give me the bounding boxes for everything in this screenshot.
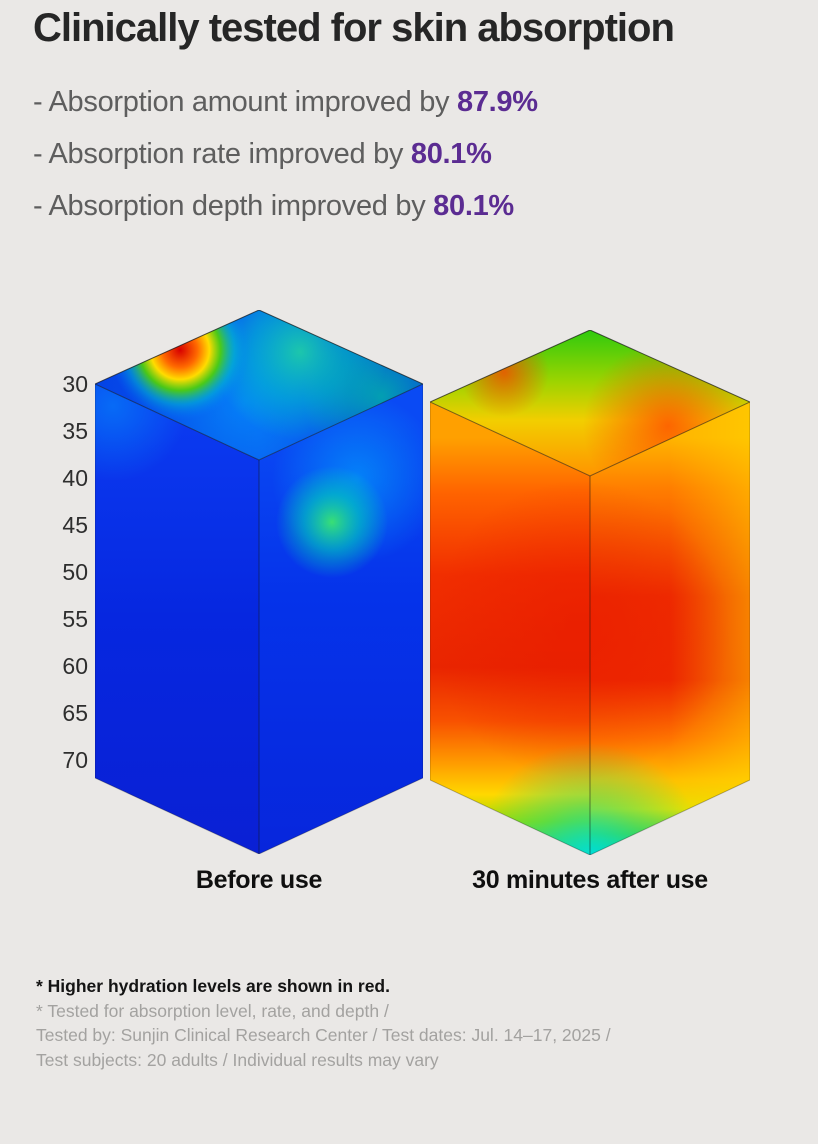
depth-tick: 55 — [62, 606, 88, 632]
before-label: Before use — [195, 866, 323, 894]
benefit-text: - Absorption rate improved by — [33, 138, 411, 170]
footnote-hydration-note: * Higher hydration levels are shown in r… — [36, 976, 390, 996]
after-cube-heatmap — [430, 330, 750, 855]
benefit-list: - Absorption amount improved by 87.9% - … — [33, 76, 538, 232]
depth-tick: 35 — [62, 418, 88, 444]
depth-tick: 40 — [62, 465, 88, 491]
depth-tick: 50 — [62, 559, 88, 585]
benefit-item-depth: - Absorption depth improved by 80.1% — [33, 180, 538, 232]
before-cube-heatmap — [95, 310, 423, 854]
depth-tick: 65 — [62, 700, 88, 726]
page-title: Clinically tested for skin absorption — [33, 6, 675, 50]
benefit-item-rate: - Absorption rate improved by 80.1% — [33, 128, 538, 180]
depth-tick: 45 — [62, 512, 88, 538]
benefit-item-amount: - Absorption amount improved by 87.9% — [33, 76, 538, 128]
benefit-value: 80.1% — [433, 190, 514, 222]
footnotes: * Higher hydration levels are shown in r… — [36, 974, 611, 1072]
benefit-value: 80.1% — [410, 138, 492, 170]
depth-tick: 70 — [62, 747, 88, 773]
after-label: 30 minutes after use — [472, 866, 708, 894]
depth-axis: 30 35 40 45 50 55 60 65 70 — [50, 370, 88, 793]
benefit-text: - Absorption amount improved by — [33, 86, 458, 118]
depth-tick: 30 — [62, 371, 88, 397]
footnote-tested-for: * Tested for absorption level, rate, and… — [36, 1000, 389, 1021]
depth-tick: 60 — [62, 653, 88, 679]
benefit-text: - Absorption depth improved by — [33, 190, 434, 222]
benefit-value: 87.9% — [457, 86, 538, 118]
footnote-subjects: Test subjects: 20 adults / Individual re… — [36, 1049, 439, 1070]
footnote-tested-by: Tested by: Sunjin Clinical Research Cent… — [36, 1025, 611, 1045]
